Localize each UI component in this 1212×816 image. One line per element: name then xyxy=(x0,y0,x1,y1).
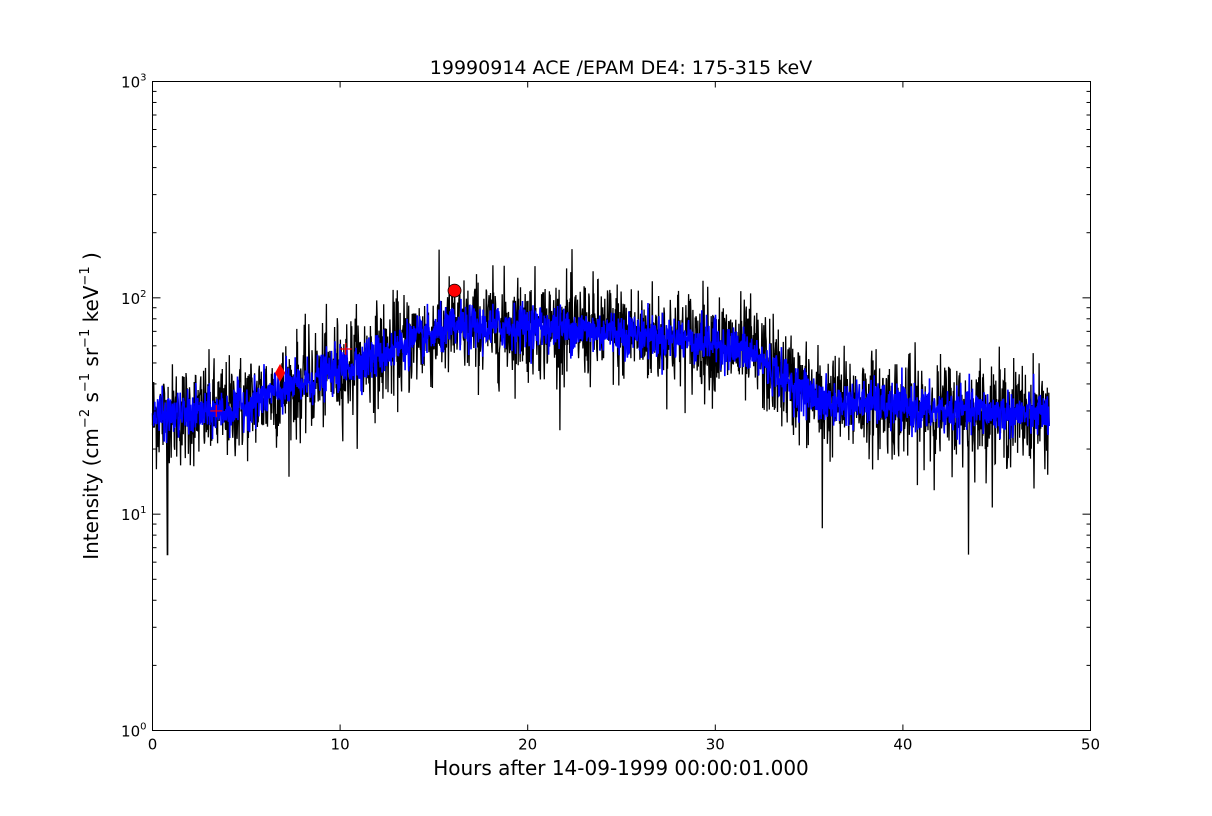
y-tick-label: 100 xyxy=(121,722,146,741)
marker-circle xyxy=(447,283,462,298)
y-tick-label: 103 xyxy=(121,73,146,92)
y-tick-label: 102 xyxy=(121,289,146,308)
x-axis-label: Hours after 14-09-1999 00:00:01.000 xyxy=(433,756,809,780)
x-tick-label: 50 xyxy=(1081,736,1100,754)
plot-frame xyxy=(152,81,1091,731)
y-axis-label: Intensity (cm−2 s−1 sr−1 keV−1 ) xyxy=(78,252,103,560)
y-tick-label: 101 xyxy=(121,505,146,524)
intensity-line-blue xyxy=(151,298,1050,445)
highlight-markers xyxy=(210,283,462,417)
x-tick-label: 10 xyxy=(331,736,350,754)
x-tick-label: 20 xyxy=(518,736,537,754)
marker-diamond xyxy=(274,363,286,382)
marker-plus xyxy=(210,404,223,417)
x-tick-label: 0 xyxy=(148,736,158,754)
marker-plus xyxy=(339,343,352,356)
chart-title: 19990914 ACE /EPAM DE4: 175-315 keV xyxy=(430,57,812,79)
axis-ticks: 0 10 20 30 40 50 100 101 102 103 xyxy=(121,73,1100,754)
x-tick-label: 40 xyxy=(893,736,912,754)
x-tick-label: 30 xyxy=(706,736,725,754)
plot-area xyxy=(151,249,1050,556)
